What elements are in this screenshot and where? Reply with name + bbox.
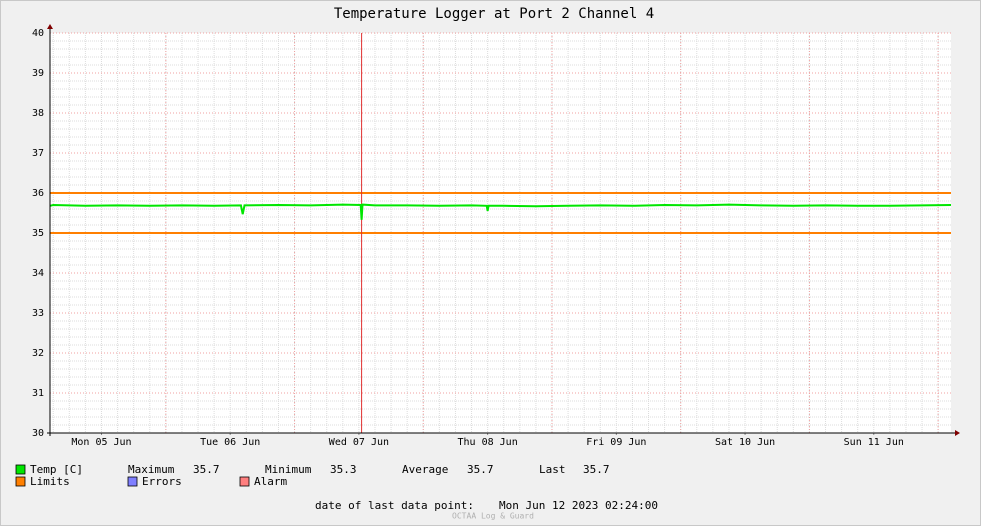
stat-label: Average xyxy=(402,463,448,476)
y-tick-label: 33 xyxy=(32,308,44,319)
chart-title: Temperature Logger at Port 2 Channel 4 xyxy=(334,6,654,22)
x-tick-label: Mon 05 Jun xyxy=(71,437,131,448)
x-tick-label: Sat 10 Jun xyxy=(715,437,775,448)
y-tick-label: 39 xyxy=(32,68,44,79)
y-tick-label: 32 xyxy=(32,348,44,359)
watermark: OCTAA Log & Guard xyxy=(452,512,534,521)
legend-label: Alarm xyxy=(254,475,287,488)
legend-swatch xyxy=(127,476,138,487)
legend-swatch xyxy=(239,476,250,487)
legend-label: Errors xyxy=(142,475,182,488)
stat-value: 35.3 xyxy=(330,463,357,476)
y-tick-label: 30 xyxy=(32,428,44,439)
y-tick-label: 40 xyxy=(32,28,44,39)
stat-label: Maximum xyxy=(128,463,175,476)
y-tick-label: 36 xyxy=(32,188,44,199)
stat-value: 35.7 xyxy=(193,463,220,476)
x-tick-label: Sun 11 Jun xyxy=(844,437,904,448)
y-tick-label: 38 xyxy=(32,108,44,119)
footer-value: Mon Jun 12 2023 02:24:00 xyxy=(499,499,658,512)
y-tick-label: 31 xyxy=(32,388,44,399)
series-line xyxy=(49,203,952,220)
x-tick-label: Wed 07 Jun xyxy=(329,437,389,448)
x-tick-label: Fri 09 Jun xyxy=(586,437,646,448)
y-tick-label: 34 xyxy=(32,268,44,279)
legend-label: Temp [C] xyxy=(30,463,83,476)
stat-value: 35.7 xyxy=(583,463,610,476)
x-tick-label: Thu 08 Jun xyxy=(458,437,518,448)
footer-label: date of last data point: xyxy=(315,499,474,512)
stat-label: Minimum xyxy=(265,463,312,476)
stat-value: 35.7 xyxy=(467,463,494,476)
legend-swatch xyxy=(15,464,26,475)
legend-label: Limits xyxy=(30,475,70,488)
y-tick-label: 37 xyxy=(32,148,44,159)
x-tick-label: Tue 06 Jun xyxy=(200,437,260,448)
y-axis-arrow xyxy=(47,24,53,29)
y-tick-label: 35 xyxy=(32,228,44,239)
marks xyxy=(49,33,952,433)
x-axis-arrow xyxy=(955,430,960,436)
legend-swatch xyxy=(15,476,26,487)
labels: 30 31 32 33 34 35 36 37 38 39 40 Mon 05 Jun Tue 06 J… xyxy=(15,24,960,488)
stat-label: Last xyxy=(539,463,566,476)
